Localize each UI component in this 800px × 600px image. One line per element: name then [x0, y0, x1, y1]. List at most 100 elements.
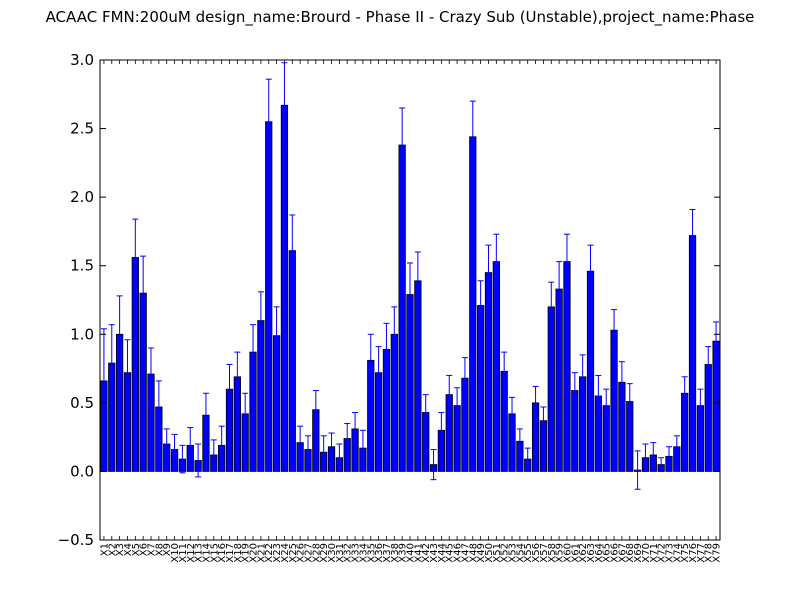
x-tick-label: X21 — [256, 543, 267, 563]
error-bar-X58 — [548, 281, 555, 333]
error-bar-X39 — [399, 107, 406, 183]
x-tick-label: X42 — [421, 543, 432, 563]
error-bar-X6 — [140, 255, 147, 331]
y-tick-label: 1.5 — [70, 257, 94, 275]
error-bar-X74 — [673, 435, 680, 459]
bar-X66 — [610, 329, 618, 472]
error-bar-X72 — [658, 457, 665, 472]
x-tick-label: X59 — [555, 543, 566, 563]
error-bar-X27 — [304, 435, 311, 464]
x-tick-label: X40 — [406, 543, 417, 563]
x-tick-label: X66 — [610, 543, 621, 563]
error-bar-X53 — [509, 396, 516, 431]
x-tick-label: X69 — [633, 543, 644, 563]
error-bar-X34 — [359, 429, 366, 467]
error-bar-X55 — [524, 447, 531, 471]
x-tick-label: X43 — [429, 543, 440, 563]
x-tick-label: X79 — [712, 543, 723, 563]
x-tick-label: X39 — [398, 543, 409, 563]
error-bar-X29 — [320, 435, 327, 470]
x-tick-label: X49 — [476, 543, 487, 563]
error-bar-X22 — [265, 78, 272, 165]
error-bar-X7 — [148, 347, 155, 401]
error-bar-X66 — [611, 309, 618, 352]
error-bar-X40 — [407, 262, 413, 327]
error-bar-X5 — [132, 218, 139, 297]
y-tick-label: 1.0 — [70, 325, 94, 343]
error-bar-X21 — [257, 291, 264, 350]
x-tick-label: X14 — [201, 543, 212, 563]
x-tick-label: X26 — [296, 543, 307, 563]
x-tick-label: X51 — [492, 543, 503, 563]
x-tick-label: X50 — [484, 543, 495, 563]
x-tick-label: X10 — [170, 543, 181, 563]
error-bar-X35 — [367, 333, 374, 387]
error-bar-X30 — [328, 432, 335, 461]
x-tick-label: X33 — [351, 543, 362, 563]
error-bar-X36 — [375, 346, 382, 400]
x-tick-label: X9 — [162, 543, 173, 556]
x-tick-label: X4 — [123, 543, 134, 556]
y-tick-label: 0.0 — [70, 462, 94, 480]
x-tick-label: X47 — [460, 543, 471, 563]
error-bar-X62 — [579, 354, 586, 400]
error-bar-X42 — [422, 394, 429, 431]
x-tick-label: X53 — [508, 543, 519, 563]
x-tick-label: X5 — [131, 543, 142, 556]
error-bar-X76 — [689, 208, 696, 263]
x-tick-label: X23 — [272, 543, 283, 563]
bar-X76 — [688, 235, 697, 472]
x-tick-label: X29 — [319, 543, 330, 563]
x-tick-label: X63 — [586, 543, 597, 563]
y-tick-label: 3.0 — [70, 51, 94, 69]
error-bar-X47 — [461, 357, 468, 400]
x-tick-label: X64 — [594, 543, 605, 563]
error-bar-X33 — [352, 411, 359, 446]
error-bar-X50 — [485, 244, 492, 301]
error-bar-X67 — [618, 361, 625, 404]
error-bar-X17 — [226, 363, 233, 415]
x-tick-label: X77 — [696, 543, 707, 563]
x-tick-label: X73 — [664, 543, 675, 563]
error-bar-X23 — [273, 306, 280, 365]
error-bar-X8 — [155, 380, 162, 434]
error-bar-X13 — [195, 443, 202, 478]
x-tick-label: X46 — [453, 543, 464, 563]
error-bar-X59 — [556, 261, 563, 317]
bar-X60 — [563, 261, 571, 472]
error-bar-X49 — [477, 280, 484, 331]
error-bar-X73 — [665, 446, 672, 467]
x-tick-label: X30 — [327, 543, 338, 563]
x-tick-label: X3 — [115, 543, 126, 556]
error-bar-X2 — [108, 324, 115, 402]
error-bar-X51 — [493, 233, 500, 290]
x-tick-label: X38 — [390, 543, 401, 563]
x-tick-label: X60 — [562, 543, 573, 563]
x-axis: X1X2X3X4X5X6X7X8X9X10X11X12X13X14X15X16X… — [99, 60, 723, 563]
error-bar-X46 — [454, 387, 461, 424]
error-bar-X77 — [697, 388, 704, 423]
bar-X39 — [398, 144, 406, 472]
x-tick-label: X70 — [641, 543, 652, 563]
error-bar-X15 — [210, 439, 217, 471]
error-bar-X9 — [163, 428, 170, 460]
bar-X48 — [469, 136, 477, 472]
x-tick-label: X1 — [99, 543, 110, 556]
error-bar-X48 — [469, 100, 476, 173]
x-tick-label: X25 — [288, 543, 299, 563]
y-tick-label: 2.0 — [70, 188, 94, 206]
x-tick-label: X16 — [217, 543, 228, 563]
bar-X22 — [265, 121, 273, 472]
error-bar-X44 — [438, 411, 445, 449]
error-bar-X41 — [414, 251, 421, 311]
error-bar-X70 — [642, 443, 649, 472]
x-tick-label: X37 — [382, 543, 393, 563]
bar-X50 — [484, 272, 493, 472]
chart-title: ACAAC FMN:200uM design_name:Brourd - Pha… — [45, 8, 755, 26]
error-bar-X32 — [344, 422, 351, 455]
error-bar-X69 — [634, 450, 641, 490]
error-bars-layer — [100, 62, 720, 490]
x-tick-label: X54 — [515, 543, 526, 563]
x-tick-label: X45 — [445, 543, 456, 563]
x-tick-label: X19 — [241, 543, 252, 563]
